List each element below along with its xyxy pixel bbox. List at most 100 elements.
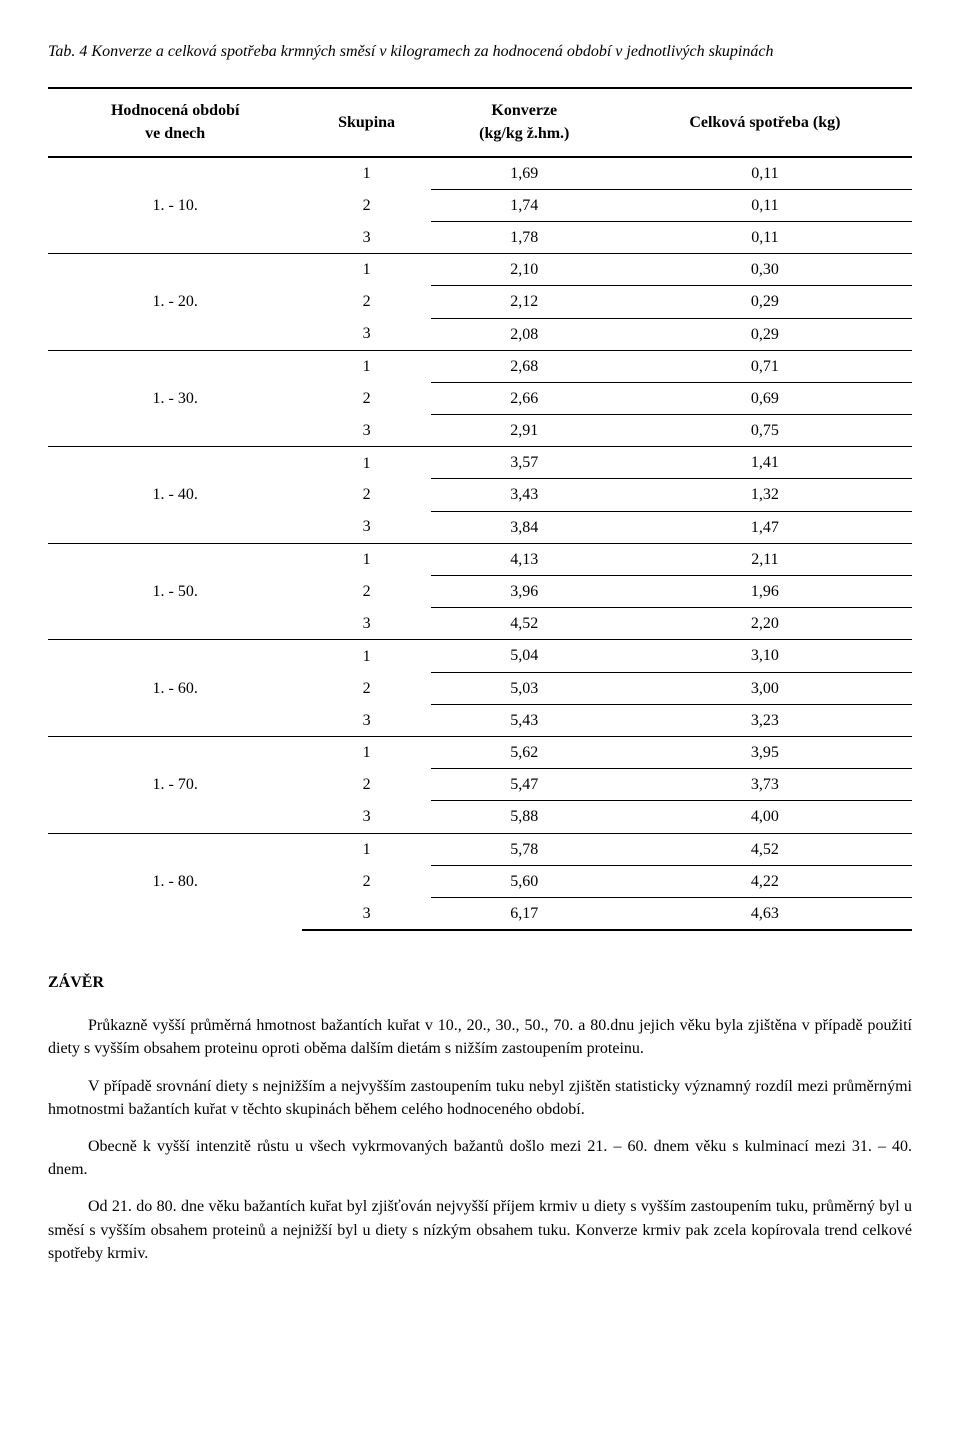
col-header-spotreba: Celková spotřeba (kg) [618,88,912,156]
section-heading-zaver: ZÁVĚR [48,971,912,994]
cell-period: 1. - 70. [48,736,302,833]
table-row: 1. - 80.15,784,52 [48,833,912,865]
table-row: 1. - 40.13,571,41 [48,447,912,479]
table-row: 1. - 30.12,680,71 [48,350,912,382]
paragraph-1: Průkazně vyšší průměrná hmotnost bažantí… [48,1014,912,1060]
cell-skupina: 1 [302,543,430,575]
cell-spotreba: 4,63 [618,897,912,930]
cell-skupina: 2 [302,382,430,414]
table-header-row: Hodnocená období ve dnech Skupina Konver… [48,88,912,156]
cell-spotreba: 0,29 [618,286,912,318]
cell-skupina: 2 [302,672,430,704]
cell-skupina: 2 [302,865,430,897]
cell-skupina: 2 [302,769,430,801]
cell-skupina: 3 [302,704,430,736]
cell-konverze: 4,13 [431,543,618,575]
cell-skupina: 1 [302,833,430,865]
cell-spotreba: 2,11 [618,543,912,575]
cell-spotreba: 1,96 [618,576,912,608]
table-row: 1. - 60.15,043,10 [48,640,912,672]
cell-period: 1. - 60. [48,640,302,737]
cell-skupina: 3 [302,415,430,447]
data-table: Hodnocená období ve dnech Skupina Konver… [48,87,912,931]
table-row: 1. - 20.12,100,30 [48,254,912,286]
cell-konverze: 2,08 [431,318,618,350]
cell-konverze: 2,91 [431,415,618,447]
cell-konverze: 3,84 [431,511,618,543]
cell-spotreba: 0,30 [618,254,912,286]
cell-skupina: 2 [302,479,430,511]
cell-skupina: 3 [302,801,430,833]
cell-skupina: 1 [302,350,430,382]
cell-konverze: 5,04 [431,640,618,672]
cell-spotreba: 3,00 [618,672,912,704]
paragraph-2: V případě srovnání diety s nejnižším a n… [48,1075,912,1121]
cell-konverze: 6,17 [431,897,618,930]
cell-konverze: 5,88 [431,801,618,833]
table-row: 1. - 70.15,623,95 [48,736,912,768]
cell-skupina: 3 [302,511,430,543]
col-header-konverze-l2: (kg/kg ž.hm.) [479,125,569,142]
cell-skupina: 2 [302,286,430,318]
cell-konverze: 1,78 [431,221,618,253]
cell-konverze: 2,68 [431,350,618,382]
cell-period: 1. - 30. [48,350,302,447]
col-header-spotreba-l1: Celková spotřeba (kg) [689,114,840,131]
cell-period: 1. - 10. [48,157,302,254]
cell-konverze: 5,62 [431,736,618,768]
cell-spotreba: 4,52 [618,833,912,865]
cell-period: 1. - 50. [48,543,302,640]
cell-spotreba: 3,23 [618,704,912,736]
cell-konverze: 5,60 [431,865,618,897]
cell-spotreba: 1,41 [618,447,912,479]
paragraph-4: Od 21. do 80. dne věku bažantích kuřat b… [48,1195,912,1265]
cell-skupina: 3 [302,221,430,253]
table-caption: Tab. 4 Konverze a celková spotřeba krmný… [48,40,912,63]
cell-skupina: 3 [302,608,430,640]
cell-spotreba: 2,20 [618,608,912,640]
cell-konverze: 5,03 [431,672,618,704]
cell-spotreba: 3,73 [618,769,912,801]
cell-konverze: 2,12 [431,286,618,318]
cell-konverze: 3,57 [431,447,618,479]
cell-konverze: 5,47 [431,769,618,801]
cell-konverze: 1,74 [431,189,618,221]
cell-spotreba: 3,10 [618,640,912,672]
col-header-period: Hodnocená období ve dnech [48,88,302,156]
paragraph-3: Obecně k vyšší intenzitě růstu u všech v… [48,1135,912,1181]
cell-spotreba: 4,22 [618,865,912,897]
cell-konverze: 4,52 [431,608,618,640]
cell-spotreba: 0,71 [618,350,912,382]
cell-skupina: 3 [302,897,430,930]
cell-konverze: 3,96 [431,576,618,608]
cell-konverze: 3,43 [431,479,618,511]
cell-spotreba: 4,00 [618,801,912,833]
cell-spotreba: 0,11 [618,157,912,190]
cell-konverze: 5,78 [431,833,618,865]
cell-skupina: 1 [302,736,430,768]
col-header-konverze: Konverze (kg/kg ž.hm.) [431,88,618,156]
cell-spotreba: 0,69 [618,382,912,414]
cell-spotreba: 1,32 [618,479,912,511]
cell-period: 1. - 20. [48,254,302,351]
cell-skupina: 2 [302,189,430,221]
cell-skupina: 3 [302,318,430,350]
cell-spotreba: 3,95 [618,736,912,768]
cell-spotreba: 0,75 [618,415,912,447]
cell-konverze: 2,66 [431,382,618,414]
cell-skupina: 2 [302,576,430,608]
cell-konverze: 5,43 [431,704,618,736]
cell-skupina: 1 [302,640,430,672]
col-header-period-l2: ve dnech [145,125,205,142]
table-row: 1. - 50.14,132,11 [48,543,912,575]
cell-spotreba: 0,29 [618,318,912,350]
cell-period: 1. - 40. [48,447,302,544]
col-header-period-l1: Hodnocená období [111,102,239,119]
cell-konverze: 2,10 [431,254,618,286]
cell-skupina: 1 [302,447,430,479]
cell-spotreba: 0,11 [618,189,912,221]
cell-skupina: 1 [302,157,430,190]
cell-spotreba: 0,11 [618,221,912,253]
table-row: 1. - 10.11,690,11 [48,157,912,190]
cell-period: 1. - 80. [48,833,302,930]
